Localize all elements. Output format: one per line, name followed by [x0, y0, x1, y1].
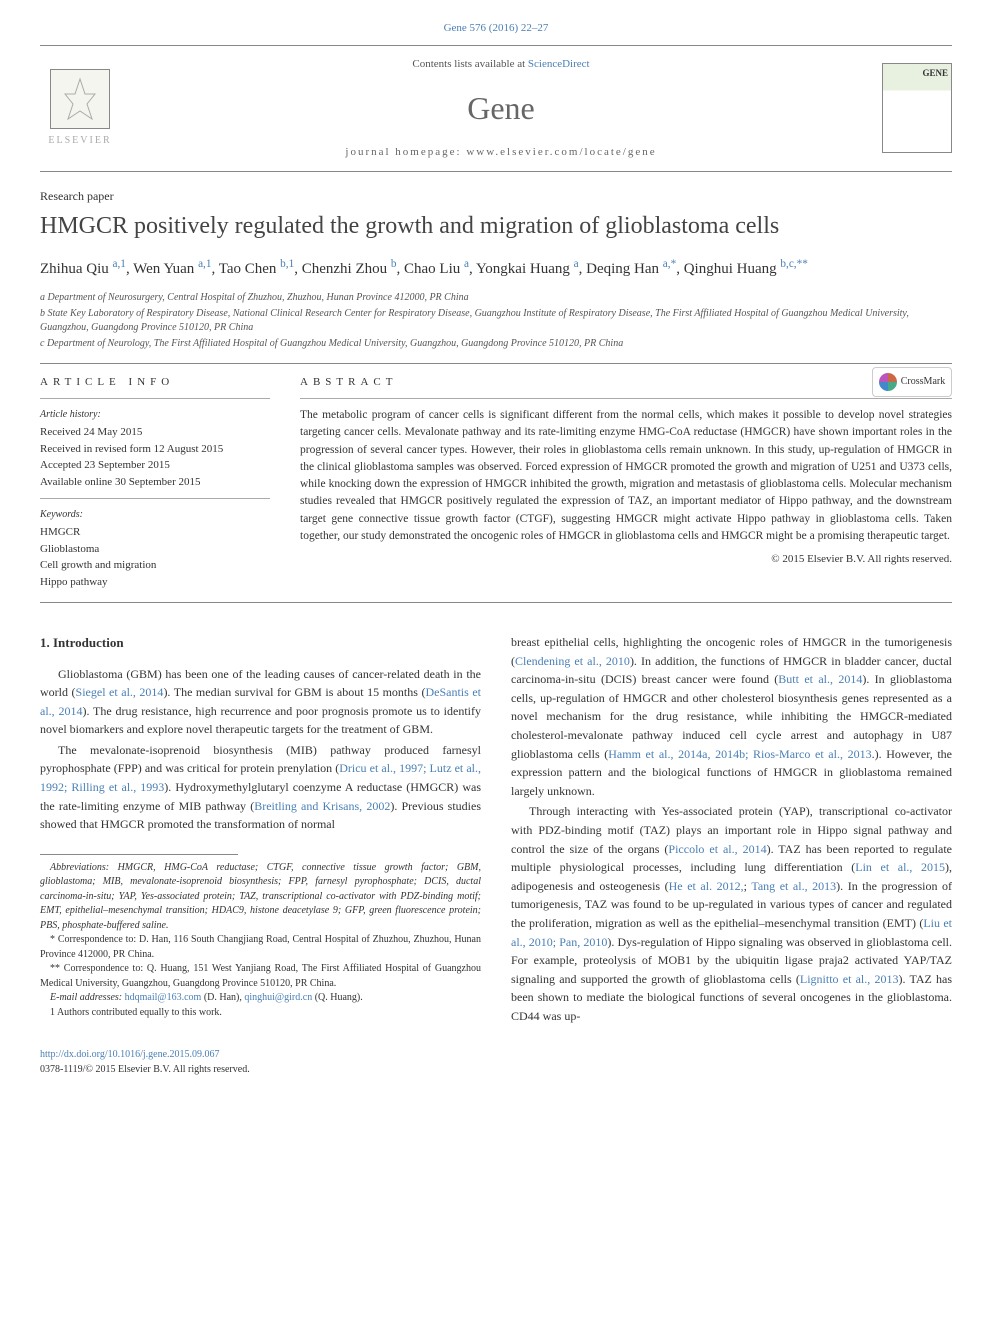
- abstract: abstract The metabolic program of cancer…: [300, 374, 952, 591]
- history-line: Received in revised form 12 August 2015: [40, 441, 270, 458]
- crossmark-icon: [879, 373, 897, 391]
- author-list: Zhihua Qiu a,1, Wen Yuan a,1, Tao Chen b…: [40, 255, 952, 281]
- issn-copyright: 0378-1119/© 2015 Elsevier B.V. All right…: [40, 1064, 250, 1075]
- homepage-url[interactable]: www.elsevier.com/locate/gene: [466, 146, 656, 158]
- history-line: Available online 30 September 2015: [40, 474, 270, 491]
- body-column-right: breast epithelial cells, highlighting th…: [511, 633, 952, 1027]
- doi-link[interactable]: http://dx.doi.org/10.1016/j.gene.2015.09…: [40, 1049, 220, 1060]
- section-1-head: 1. Introduction: [40, 633, 481, 653]
- history-label: Article history:: [40, 407, 270, 422]
- history-line: Received 24 May 2015: [40, 424, 270, 441]
- journal-homepage: journal homepage: www.elsevier.com/locat…: [120, 144, 882, 161]
- correspondence-1: * Correspondence to: D. Han, 116 South C…: [40, 933, 481, 962]
- body-paragraph: The mevalonate-isoprenoid biosynthesis (…: [40, 741, 481, 834]
- affiliation: c Department of Neurology, The First Aff…: [40, 337, 952, 351]
- paper-type: Research paper: [40, 187, 952, 205]
- journal-name: Gene: [120, 84, 882, 132]
- homepage-label: journal homepage:: [345, 146, 466, 158]
- body-paragraph: Glioblastoma (GBM) has been one of the l…: [40, 665, 481, 739]
- page-footer: http://dx.doi.org/10.1016/j.gene.2015.09…: [40, 1047, 952, 1077]
- email-footnote: E-mail addresses: hdqmail@163.com (D. Ha…: [40, 991, 481, 1006]
- elsevier-tree-icon: [50, 69, 110, 129]
- paper-title: HMGCR positively regulated the growth an…: [40, 211, 952, 241]
- email-2-suffix: (Q. Huang).: [312, 992, 363, 1003]
- correspondence-2: ** Correspondence to: Q. Huang, 151 West…: [40, 962, 481, 991]
- affiliation: b State Key Laboratory of Respiratory Di…: [40, 307, 952, 335]
- crossmark-badge[interactable]: CrossMark: [872, 367, 952, 397]
- journal-cover-thumb: GENE: [882, 63, 952, 153]
- article-info: article info Article history: Received 2…: [40, 374, 270, 591]
- email-label: E-mail addresses:: [50, 992, 125, 1003]
- keyword: Hippo pathway: [40, 574, 270, 591]
- abbreviations-footnote: Abbreviations: HMGCR, HMG-CoA reductase;…: [40, 861, 481, 934]
- body-paragraph: Through interacting with Yes-associated …: [511, 802, 952, 1025]
- contents-prefix: Contents lists available at: [412, 58, 527, 70]
- email-1-link[interactable]: hdqmail@163.com: [125, 992, 202, 1003]
- abstract-text: The metabolic program of cancer cells is…: [300, 407, 952, 545]
- keyword: Glioblastoma: [40, 541, 270, 558]
- email-2-link[interactable]: qinghui@gird.cn: [244, 992, 312, 1003]
- publisher-logo: ELSEVIER: [40, 63, 120, 153]
- keyword: HMGCR: [40, 524, 270, 541]
- history-line: Accepted 23 September 2015: [40, 457, 270, 474]
- header-citation: Gene 576 (2016) 22–27: [40, 20, 952, 37]
- journal-header: ELSEVIER Contents lists available at Sci…: [40, 45, 952, 172]
- body-paragraph: breast epithelial cells, highlighting th…: [511, 633, 952, 800]
- affiliation: a Department of Neurosurgery, Central Ho…: [40, 291, 952, 305]
- abstract-copyright: © 2015 Elsevier B.V. All rights reserved…: [300, 551, 952, 568]
- crossmark-label: CrossMark: [901, 374, 945, 389]
- abstract-header: abstract: [300, 374, 952, 391]
- body-column-left: 1. Introduction Glioblastoma (GBM) has b…: [40, 633, 481, 1027]
- email-1-suffix: (D. Han),: [201, 992, 244, 1003]
- cover-title: GENE: [922, 67, 948, 81]
- publisher-name: ELSEVIER: [48, 133, 111, 148]
- keyword: Cell growth and migration: [40, 557, 270, 574]
- article-info-header: article info: [40, 374, 270, 391]
- equal-contribution: 1 Authors contributed equally to this wo…: [40, 1006, 481, 1021]
- sciencedirect-link[interactable]: ScienceDirect: [528, 58, 590, 70]
- contents-line: Contents lists available at ScienceDirec…: [120, 56, 882, 73]
- keywords-label: Keywords:: [40, 507, 270, 522]
